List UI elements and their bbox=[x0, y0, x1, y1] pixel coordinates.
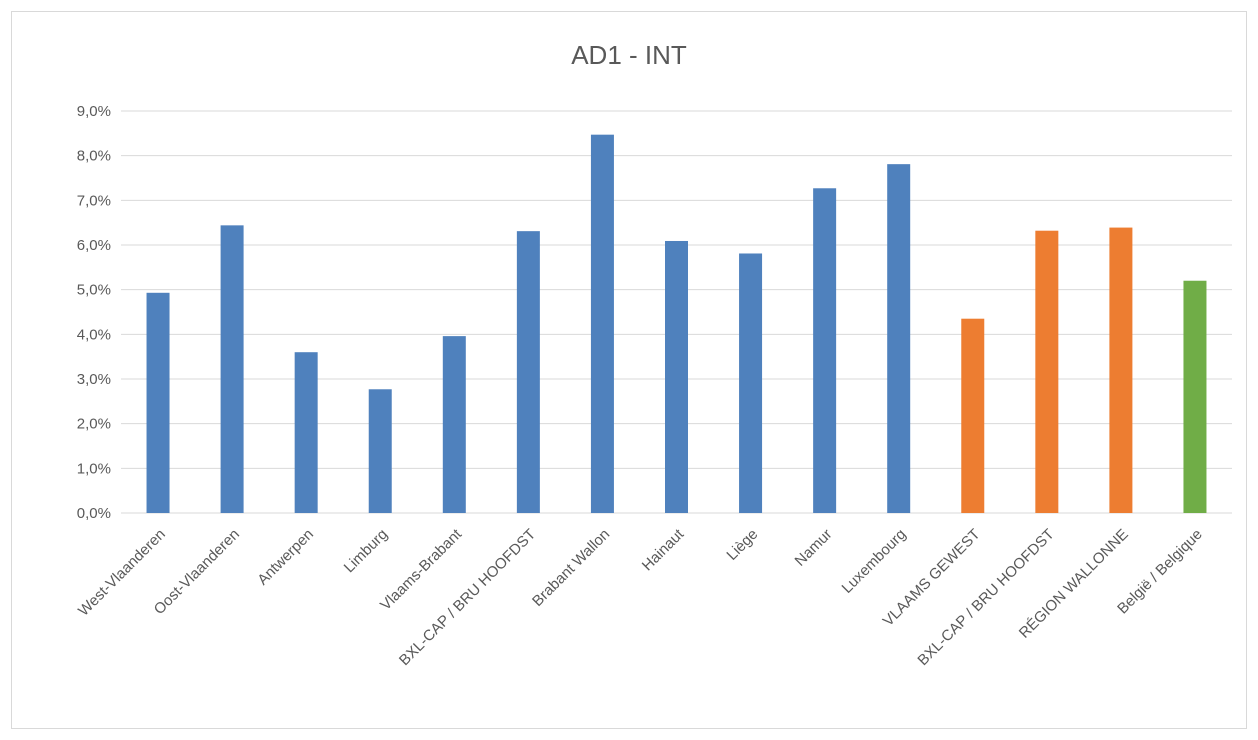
bar bbox=[665, 240, 688, 514]
y-tick-label: 9,0% bbox=[77, 103, 111, 120]
y-tick-label: 6,0% bbox=[77, 237, 111, 254]
x-tick-label: Liège bbox=[723, 526, 761, 564]
y-tick-label: 8,0% bbox=[77, 148, 111, 165]
x-tick-label: Limburg bbox=[341, 526, 391, 576]
x-tick-label: Luxembourg bbox=[839, 526, 910, 597]
x-tick-label: Antwerpen bbox=[254, 526, 317, 589]
bar bbox=[368, 389, 392, 513]
bar bbox=[590, 134, 614, 513]
bar bbox=[1183, 280, 1207, 513]
bar bbox=[1109, 227, 1133, 513]
y-tick-label: 3,0% bbox=[77, 371, 111, 388]
bar bbox=[516, 231, 540, 514]
bar bbox=[220, 225, 244, 513]
y-tick-label: 4,0% bbox=[77, 326, 111, 343]
y-tick-label: 2,0% bbox=[77, 416, 111, 433]
y-tick-label: 7,0% bbox=[77, 192, 111, 209]
x-tick-label: BXL-CAP / BRU HOOFDST bbox=[396, 526, 539, 669]
bar bbox=[887, 164, 911, 514]
bar bbox=[961, 318, 985, 513]
x-tick-label: Hainaut bbox=[639, 525, 688, 574]
x-tick-label: Namur bbox=[792, 526, 836, 570]
bar bbox=[294, 352, 318, 513]
x-tick-label: BXL-CAP / BRU HOOFDST bbox=[914, 526, 1057, 669]
bar bbox=[813, 188, 837, 514]
y-tick-label: 1,0% bbox=[77, 460, 111, 477]
y-tick-label: 5,0% bbox=[77, 282, 111, 299]
bar bbox=[442, 336, 466, 513]
x-tick-label: Brabant Wallon bbox=[529, 526, 613, 610]
chart-title: AD1 - INT bbox=[571, 40, 687, 70]
bar bbox=[1035, 230, 1059, 513]
bar bbox=[739, 253, 763, 513]
y-tick-label: 0,0% bbox=[77, 505, 111, 522]
bar bbox=[146, 292, 170, 513]
